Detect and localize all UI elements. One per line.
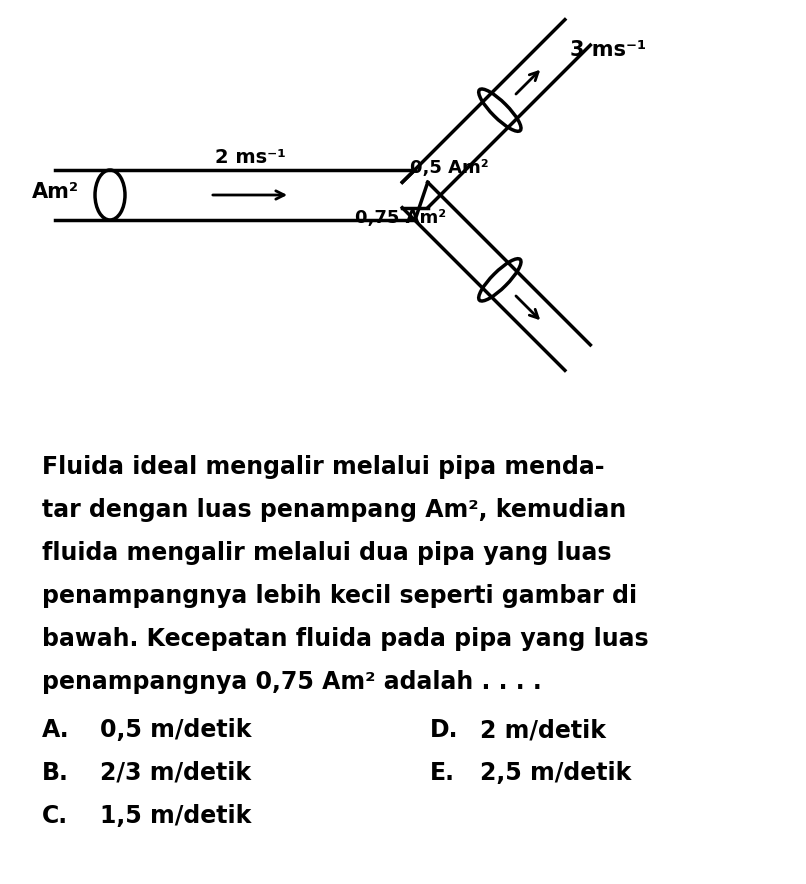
Text: fluida mengalir melalui dua pipa yang luas: fluida mengalir melalui dua pipa yang lu… [42,541,612,565]
Text: Fluida ideal mengalir melalui pipa menda-: Fluida ideal mengalir melalui pipa menda… [42,455,604,479]
Text: E.: E. [430,761,455,785]
Text: C.: C. [42,804,69,828]
Text: penampangnya lebih kecil seperti gambar di: penampangnya lebih kecil seperti gambar … [42,584,637,608]
Text: 3 ms⁻¹: 3 ms⁻¹ [570,40,646,60]
Text: B.: B. [42,761,69,785]
Text: tar dengan luas penampang Am², kemudian: tar dengan luas penampang Am², kemudian [42,498,626,522]
Text: 0,5 m/detik: 0,5 m/detik [100,718,251,742]
Text: 2,5 m/detik: 2,5 m/detik [480,761,631,785]
Text: 2 ms⁻¹: 2 ms⁻¹ [214,148,285,167]
Text: 1,5 m/detik: 1,5 m/detik [100,804,251,828]
Text: 2/3 m/detik: 2/3 m/detik [100,761,251,785]
Text: 0,5 Am²: 0,5 Am² [410,159,488,177]
Text: 0,75 Am²: 0,75 Am² [355,209,447,227]
Text: D.: D. [430,718,459,742]
Text: Am²: Am² [31,182,78,202]
Text: bawah. Kecepatan fluida pada pipa yang luas: bawah. Kecepatan fluida pada pipa yang l… [42,627,649,651]
Text: A.: A. [42,718,69,742]
Text: penampangnya 0,75 Am² adalah . . . .: penampangnya 0,75 Am² adalah . . . . [42,670,542,694]
Text: 2 m/detik: 2 m/detik [480,718,606,742]
